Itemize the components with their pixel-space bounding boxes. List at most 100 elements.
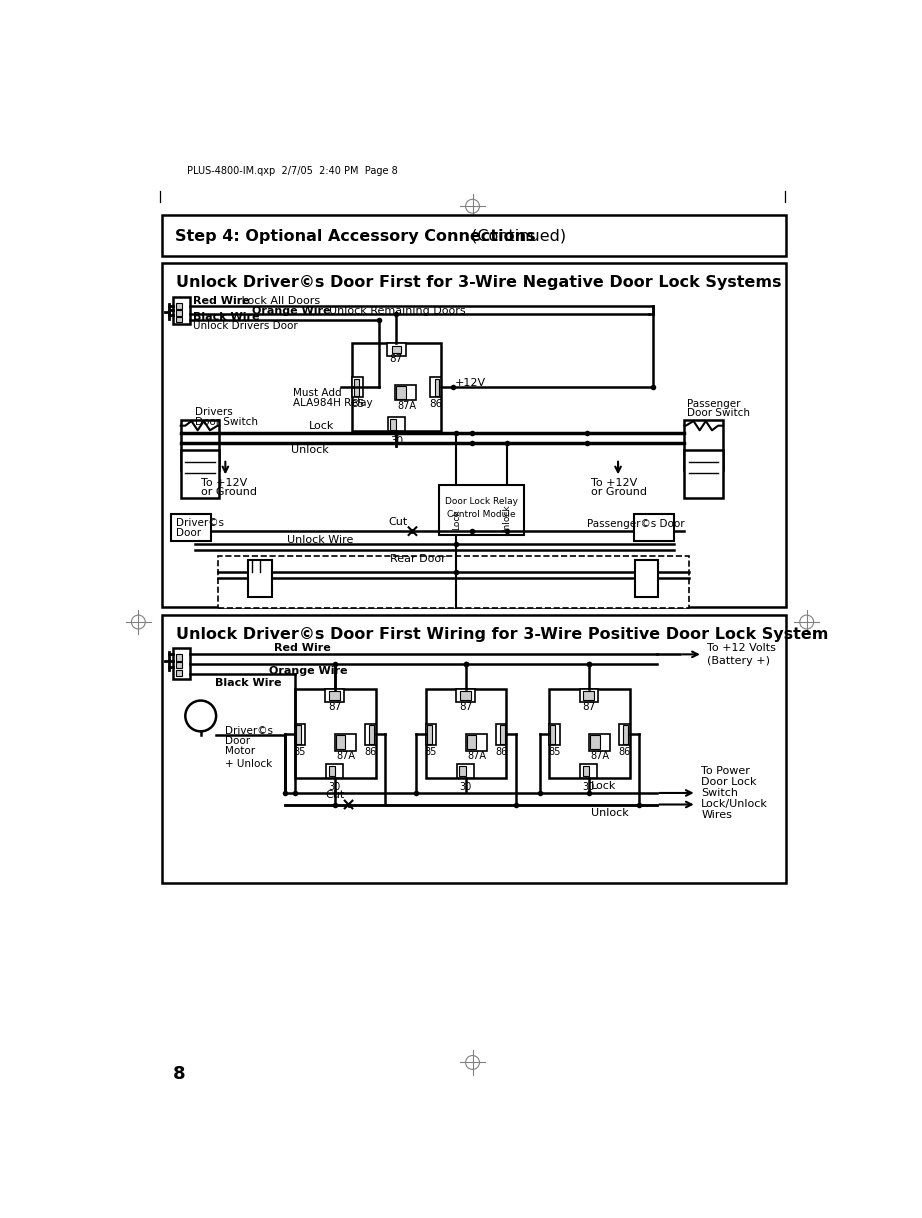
Bar (296, 725, 301, 744)
Text: Unlock: Unlock (502, 504, 512, 535)
Text: 30: 30 (328, 782, 341, 792)
Text: 86: 86 (429, 400, 443, 409)
Bar (427, 725, 431, 744)
Text: 87A: 87A (397, 401, 417, 410)
Text: Door: Door (176, 527, 201, 537)
Bar (181, 451, 219, 498)
Bar (395, 385, 417, 401)
Bar (466, 733, 487, 750)
Text: Step 4: Optional Accessory Connections: Step 4: Optional Accessory Connections (175, 229, 536, 244)
Bar (634, 514, 674, 541)
Text: Lock: Lock (309, 421, 334, 431)
Text: Unlock Driver©s Door First for 3-Wire Negative Door Lock Systems: Unlock Driver©s Door First for 3-Wire Ne… (176, 275, 782, 290)
Text: Unlock: Unlock (290, 446, 328, 456)
Bar (590, 736, 599, 749)
Bar (370, 725, 374, 744)
Text: Lock: Lock (452, 509, 461, 530)
Text: Drivers: Drivers (195, 407, 232, 417)
Text: 87: 87 (459, 702, 472, 711)
Bar (365, 723, 375, 745)
Bar (456, 689, 475, 702)
Bar (352, 378, 363, 397)
Bar (392, 346, 401, 352)
Text: 85: 85 (548, 747, 561, 758)
Text: +12V: +12V (455, 379, 486, 389)
Text: Wires: Wires (702, 810, 732, 820)
Bar (467, 736, 477, 749)
Text: Lock All Doors: Lock All Doors (238, 296, 320, 306)
Bar (584, 692, 594, 700)
Bar (426, 689, 506, 777)
Text: To Power: To Power (702, 766, 751, 776)
Bar (580, 689, 598, 702)
Text: Black Wire: Black Wire (215, 678, 282, 688)
Text: Red Wire: Red Wire (274, 643, 331, 653)
Bar (580, 764, 597, 777)
Text: or Ground: or Ground (591, 487, 647, 497)
Text: 8: 8 (173, 1065, 185, 1083)
Text: 87: 87 (328, 702, 341, 711)
Bar (176, 317, 183, 323)
Text: Door Switch: Door Switch (195, 417, 257, 426)
Text: 30: 30 (390, 436, 403, 446)
Bar (337, 736, 346, 749)
Text: Lock/Unlock: Lock/Unlock (702, 799, 768, 809)
Bar (218, 555, 689, 608)
Text: 30: 30 (459, 782, 472, 792)
Bar (460, 692, 471, 700)
Bar (171, 514, 211, 541)
Text: Orange Wire: Orange Wire (253, 306, 331, 315)
Text: 85: 85 (425, 747, 437, 758)
Text: Must Add: Must Add (293, 387, 342, 397)
Text: Cut: Cut (388, 516, 408, 527)
Text: Door: Door (225, 737, 251, 747)
Text: 86: 86 (495, 747, 507, 758)
Text: Driver©s: Driver©s (176, 519, 224, 529)
Text: Door Lock: Door Lock (702, 777, 757, 787)
Bar (390, 419, 396, 430)
Bar (623, 725, 628, 744)
Text: Door Lock Relay: Door Lock Relay (445, 497, 518, 507)
Text: Unlock Remaining Doors: Unlock Remaining Doors (322, 306, 466, 315)
Bar (295, 723, 305, 745)
Text: ALA984H Relay: ALA984H Relay (293, 397, 372, 408)
Bar (501, 725, 505, 744)
Bar (684, 419, 723, 470)
Text: Unlock: Unlock (591, 808, 629, 818)
Text: To +12V: To +12V (201, 477, 247, 487)
Bar (325, 689, 344, 702)
Bar (295, 689, 375, 777)
Bar (387, 342, 406, 356)
Bar (173, 648, 190, 678)
Bar (176, 311, 183, 315)
Text: Passenger©s Door: Passenger©s Door (587, 519, 685, 530)
Text: Switch: Switch (702, 788, 739, 798)
Text: (Continued): (Continued) (466, 229, 566, 244)
Text: Unlock Drivers Door: Unlock Drivers Door (193, 322, 298, 331)
Text: Lock: Lock (591, 781, 617, 790)
Bar (335, 733, 356, 750)
Text: 87: 87 (582, 702, 596, 711)
Bar (326, 764, 343, 777)
Text: 87A: 87A (467, 752, 486, 761)
Text: Control Module: Control Module (447, 509, 516, 519)
Text: 87A: 87A (336, 752, 355, 761)
Bar (635, 560, 658, 597)
Bar (684, 451, 723, 498)
Bar (619, 723, 630, 745)
Text: Driver©s: Driver©s (225, 726, 273, 737)
Text: 85: 85 (294, 747, 306, 758)
Text: Unlock Driver©s Door First Wiring for 3-Wire Positive Door Lock System: Unlock Driver©s Door First Wiring for 3-… (176, 627, 829, 642)
Text: or Ground: or Ground (201, 487, 256, 497)
Text: 87A: 87A (590, 752, 609, 761)
Text: 30: 30 (583, 782, 595, 792)
Text: To +12 Volts: To +12 Volts (706, 643, 775, 653)
Text: Rear Door: Rear Door (390, 554, 445, 564)
Bar (173, 297, 190, 324)
Bar (329, 692, 340, 700)
Text: Unlock Wire: Unlock Wire (287, 536, 353, 546)
Bar (396, 386, 406, 398)
Bar (550, 725, 555, 744)
Text: (Battery +): (Battery +) (706, 655, 770, 665)
Text: Cut: Cut (325, 790, 345, 800)
